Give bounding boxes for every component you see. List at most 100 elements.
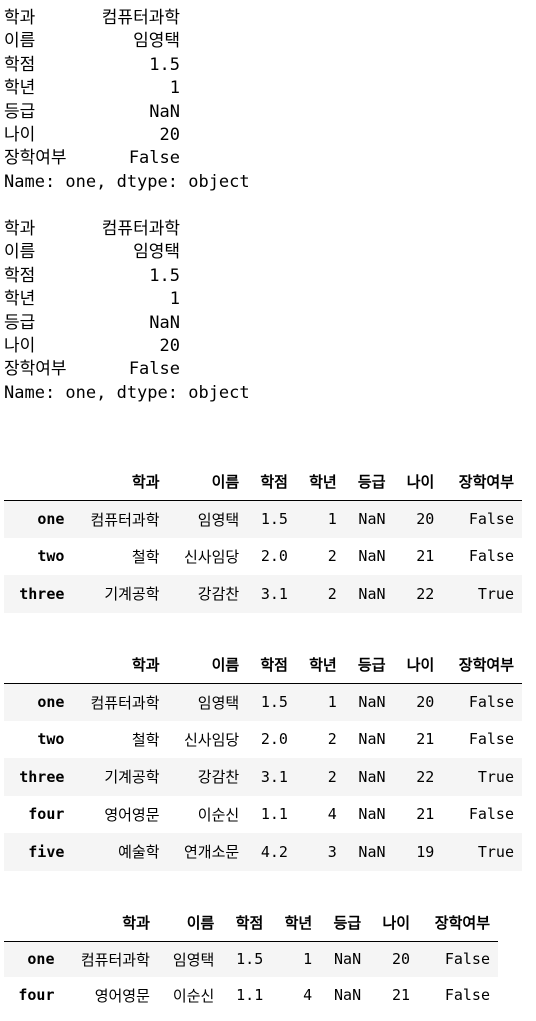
- table-cell: False: [444, 950, 490, 969]
- table-cell: False: [468, 547, 514, 566]
- table-row: two 철학 신사임당 2.0 2 NaN 21 False: [4, 538, 522, 576]
- row-index: three: [19, 767, 65, 786]
- table-cell: 임영택: [197, 693, 240, 712]
- table-cell: 2.0: [260, 730, 288, 749]
- table-row: one 컴퓨터과학 임영택 1.5 1 NaN 20 False: [4, 941, 498, 977]
- table-row: two 철학 신사임당 2.0 2 NaN 21 False: [4, 721, 522, 759]
- row-index: one: [37, 510, 65, 528]
- column-header: 등급: [320, 904, 370, 942]
- column-header: 장학여부: [418, 904, 498, 942]
- series-line: 학과 컴퓨터과학: [4, 218, 250, 241]
- column-header: 장학여부: [442, 646, 522, 684]
- table-cell: 4: [303, 986, 313, 1004]
- series-value: 1.5: [149, 54, 180, 75]
- table-row: one 컴퓨터과학 임영택 1.5 1 NaN 20 False: [4, 500, 522, 538]
- table-cell: 1.5: [236, 950, 264, 969]
- series-output-1: 학과 컴퓨터과학 이름 임영택 학점 1.5 학년 1 등급 NaN 나이 20 장학여부 False Na…: [4, 7, 250, 194]
- column-header: 나이: [393, 463, 443, 501]
- series-key: 등급: [4, 312, 36, 333]
- table-cell: NaN: [358, 805, 386, 824]
- series-value: False: [128, 148, 180, 169]
- series-key: 등급: [4, 101, 36, 122]
- column-header: 나이: [369, 904, 419, 942]
- table-cell: 임영택: [197, 510, 240, 529]
- series-key: 이름: [4, 242, 36, 263]
- table-cell: True: [477, 584, 514, 603]
- row-index: four: [28, 805, 65, 824]
- series-line: 등급 NaN: [4, 101, 250, 124]
- table-cell: 신사임당: [183, 730, 240, 749]
- series-line: 장학여부 False: [4, 147, 250, 170]
- table-cell: 3.1: [260, 584, 288, 603]
- series-value: 1: [169, 289, 180, 310]
- table-cell: 20: [416, 693, 435, 711]
- table-cell: 21: [392, 986, 411, 1004]
- header-row: 학과 이름 학점 학년 등급 나이 장학여부: [4, 463, 522, 501]
- table-cell: NaN: [334, 986, 362, 1004]
- table-cell: NaN: [358, 767, 386, 786]
- series-footer: Name: one, dtype: object: [4, 382, 250, 403]
- index-header: [4, 463, 73, 501]
- table-cell: 2.0: [260, 547, 288, 566]
- table-cell: 22: [416, 584, 435, 603]
- table-cell: 연개소문: [183, 843, 240, 862]
- table-cell: 3.1: [260, 767, 288, 786]
- table-cell: NaN: [358, 510, 386, 528]
- table-cell: 기계공학: [104, 768, 160, 787]
- series-key: 나이: [4, 125, 36, 146]
- series-key: 학과: [4, 8, 36, 28]
- column-header: 학년: [295, 646, 345, 684]
- table-cell: 2: [327, 584, 337, 603]
- table-cell: 강감찬: [197, 768, 240, 787]
- table-cell: NaN: [358, 584, 386, 603]
- series-line: 나이 20: [4, 124, 250, 147]
- table-cell: 20: [416, 510, 435, 528]
- series-key: 학년: [4, 289, 36, 310]
- series-line: 학년 1: [4, 288, 250, 311]
- table-cell: 2: [327, 767, 337, 786]
- row-index: one: [37, 693, 65, 711]
- row-index: two: [37, 547, 65, 566]
- index-header: [4, 904, 63, 942]
- table-cell: 기계공학: [104, 585, 160, 604]
- table-cell: False: [468, 510, 514, 528]
- table-cell: 컴퓨터과학: [80, 950, 150, 969]
- table-cell: 22: [416, 767, 435, 786]
- table-cell: 1.5: [260, 693, 288, 711]
- table-cell: 1.1: [236, 986, 264, 1004]
- dataframe-3: 학과 이름 학점 학년 등급 나이 장학여부 one 컴퓨터과학 임영택 1.5 1 NaN 20 Fals…: [4, 904, 498, 1013]
- table-cell: NaN: [334, 950, 362, 969]
- table-cell: 21: [416, 805, 435, 824]
- series-key: 장학여부: [4, 359, 67, 380]
- series-value: 1.5: [149, 265, 180, 286]
- table-cell: 1: [303, 950, 313, 969]
- column-header: 학과: [62, 904, 158, 942]
- series-value: 20: [159, 125, 180, 146]
- table-cell: 임영택: [172, 950, 215, 969]
- table-cell: 이순신: [197, 805, 240, 824]
- series-line: 나이 20: [4, 335, 250, 358]
- table-row: four 영어영문 이순신 1.1 4 NaN 21 False: [4, 796, 522, 834]
- column-header: 학점: [247, 463, 296, 501]
- series-key: 학년: [4, 78, 36, 99]
- column-header: 학점: [222, 904, 272, 942]
- column-header: 등급: [344, 463, 394, 501]
- series-value: 임영택: [133, 31, 180, 52]
- column-header: 장학여부: [442, 463, 522, 501]
- table-cell: 1: [327, 693, 337, 711]
- table-cell: NaN: [358, 547, 386, 566]
- row-index: four: [18, 986, 55, 1004]
- table-cell: 1.1: [260, 805, 288, 824]
- column-header: 학년: [271, 904, 321, 942]
- dataframe-2: 학과 이름 학점 학년 등급 나이 장학여부 one 컴퓨터과학 임영택 1.5 1 NaN 20 Fals…: [4, 646, 522, 871]
- table-cell: 1: [327, 510, 337, 528]
- table-cell: 컴퓨터과학: [90, 693, 160, 712]
- table-cell: 강감찬: [197, 585, 240, 604]
- column-header: 이름: [157, 904, 223, 942]
- header-row: 학과 이름 학점 학년 등급 나이 장학여부: [4, 904, 498, 942]
- series-value: NaN: [149, 312, 180, 333]
- column-header: 나이: [393, 646, 443, 684]
- series-key: 학과: [4, 219, 36, 239]
- series-line: 이름 임영택: [4, 30, 250, 53]
- series-value: 20: [159, 336, 180, 357]
